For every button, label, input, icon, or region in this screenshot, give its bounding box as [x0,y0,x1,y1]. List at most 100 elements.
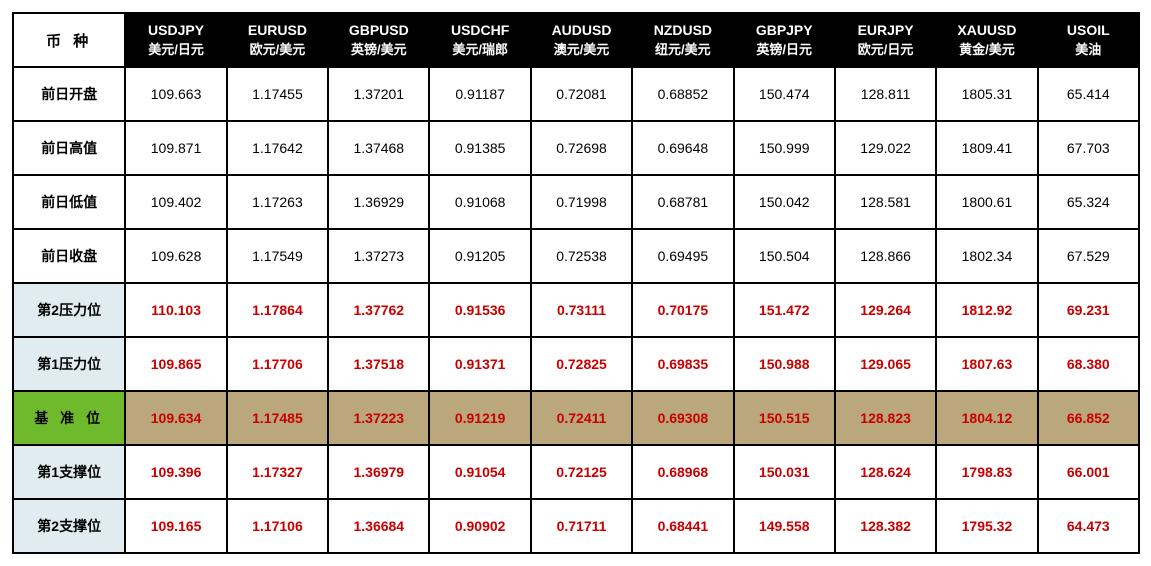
column-symbol: USDCHF [430,21,529,41]
cell: 64.473 [1038,499,1139,553]
cell: 1.17549 [227,229,328,283]
column-header: USOIL美油 [1038,13,1139,67]
row-header: 基 准 位 [13,391,125,445]
cell: 0.71711 [531,499,632,553]
row-header: 前日低值 [13,175,125,229]
column-desc: 黄金/美元 [937,41,1036,59]
table-row: 前日收盘109.6281.175491.372730.912050.725380… [13,229,1139,283]
cell: 1809.41 [936,121,1037,175]
cell: 1.17263 [227,175,328,229]
cell: 1.17485 [227,391,328,445]
cell: 0.68968 [632,445,733,499]
cell: 0.90902 [429,499,530,553]
cell: 128.866 [835,229,936,283]
column-header: USDCHF美元/瑞郎 [429,13,530,67]
cell: 1.17864 [227,283,328,337]
cell: 0.68852 [632,67,733,121]
column-header: GBPJPY英镑/日元 [734,13,835,67]
cell: 1.17106 [227,499,328,553]
row-header: 前日高值 [13,121,125,175]
cell: 1807.63 [936,337,1037,391]
cell: 129.065 [835,337,936,391]
cell: 0.91068 [429,175,530,229]
cell: 109.396 [125,445,226,499]
cell: 0.72411 [531,391,632,445]
cell: 0.91536 [429,283,530,337]
column-desc: 英镑/日元 [735,41,834,59]
cell: 1795.32 [936,499,1037,553]
column-symbol: GBPUSD [329,21,428,41]
cell: 1.37762 [328,283,429,337]
cell: 0.69835 [632,337,733,391]
cell: 1.37201 [328,67,429,121]
column-header: GBPUSD英镑/美元 [328,13,429,67]
cell: 1800.61 [936,175,1037,229]
cell: 0.91054 [429,445,530,499]
cell: 66.852 [1038,391,1139,445]
column-symbol: EURJPY [836,21,935,41]
cell: 128.382 [835,499,936,553]
cell: 0.68781 [632,175,733,229]
corner-cell: 币 种 [13,13,125,67]
cell: 1.17706 [227,337,328,391]
cell: 0.69495 [632,229,733,283]
cell: 0.72125 [531,445,632,499]
column-symbol: GBPJPY [735,21,834,41]
cell: 68.380 [1038,337,1139,391]
cell: 1.17642 [227,121,328,175]
table-row: 前日高值109.8711.176421.374680.913850.726980… [13,121,1139,175]
column-desc: 欧元/美元 [228,41,327,59]
column-desc: 欧元/日元 [836,41,935,59]
cell: 1.37273 [328,229,429,283]
cell: 0.91205 [429,229,530,283]
cell: 1.36929 [328,175,429,229]
table-row: 第2压力位110.1031.178641.377620.915360.73111… [13,283,1139,337]
cell: 128.624 [835,445,936,499]
cell: 1.17455 [227,67,328,121]
cell: 109.865 [125,337,226,391]
row-header: 第1压力位 [13,337,125,391]
cell: 0.69308 [632,391,733,445]
cell: 0.91219 [429,391,530,445]
cell: 0.69648 [632,121,733,175]
column-desc: 英镑/美元 [329,41,428,59]
cell: 0.72538 [531,229,632,283]
cell: 128.581 [835,175,936,229]
cell: 67.529 [1038,229,1139,283]
cell: 109.634 [125,391,226,445]
cell: 129.022 [835,121,936,175]
column-desc: 美元/瑞郎 [430,41,529,59]
cell: 1.37223 [328,391,429,445]
cell: 150.031 [734,445,835,499]
column-header: XAUUSD黄金/美元 [936,13,1037,67]
column-desc: 美油 [1039,41,1138,59]
cell: 1.36979 [328,445,429,499]
forex-pivot-table: 币 种 USDJPY美元/日元EURUSD欧元/美元GBPUSD英镑/美元USD… [12,12,1140,554]
cell: 129.264 [835,283,936,337]
cell: 65.414 [1038,67,1139,121]
cell: 150.504 [734,229,835,283]
column-symbol: EURUSD [228,21,327,41]
cell: 1805.31 [936,67,1037,121]
column-desc: 澳元/美元 [532,41,631,59]
cell: 0.72698 [531,121,632,175]
table-row: 第1支撑位109.3961.173271.369790.910540.72125… [13,445,1139,499]
column-symbol: USOIL [1039,21,1138,41]
table-body: 前日开盘109.6631.174551.372010.911870.720810… [13,67,1139,553]
cell: 109.402 [125,175,226,229]
cell: 109.871 [125,121,226,175]
column-header: NZDUSD纽元/美元 [632,13,733,67]
table-row: 第1压力位109.8651.177061.375180.913710.72825… [13,337,1139,391]
row-header: 前日收盘 [13,229,125,283]
cell: 150.988 [734,337,835,391]
cell: 1812.92 [936,283,1037,337]
cell: 150.999 [734,121,835,175]
cell: 1.37468 [328,121,429,175]
table-row: 前日开盘109.6631.174551.372010.911870.720810… [13,67,1139,121]
cell: 109.663 [125,67,226,121]
cell: 150.515 [734,391,835,445]
table-row: 第2支撑位109.1651.171061.366840.909020.71711… [13,499,1139,553]
cell: 0.91371 [429,337,530,391]
cell: 67.703 [1038,121,1139,175]
cell: 0.71998 [531,175,632,229]
